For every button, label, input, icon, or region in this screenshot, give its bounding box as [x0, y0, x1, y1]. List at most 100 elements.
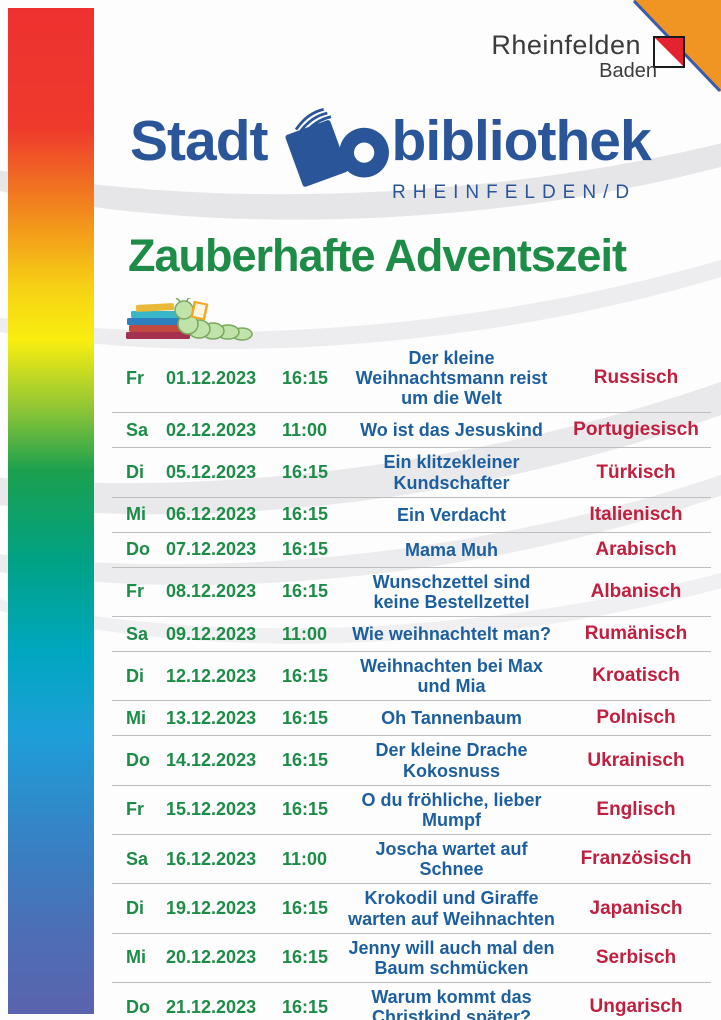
event-language: Rumänisch	[584, 623, 688, 645]
event-date: 14.12.2023	[166, 750, 257, 771]
event-time: 11:00	[282, 419, 328, 440]
event-time: 16:15	[282, 539, 329, 560]
event-time: 16:15	[282, 750, 329, 771]
logo-word-bibliothek: bibliothek	[391, 108, 652, 173]
event-row: Do 21.12.2023 16:15 Warum kommt das Chri…	[112, 983, 711, 1020]
event-date: 21.12.2023	[166, 996, 257, 1017]
city-name: Rheinfelden	[491, 30, 641, 60]
event-row: Mi 20.12.2023 16:15 Jenny will auch mal …	[112, 934, 711, 983]
book-icon	[284, 108, 389, 187]
region-name: Baden	[599, 60, 657, 82]
red-triangle-icon	[655, 38, 683, 66]
event-time: 16:15	[282, 367, 329, 388]
event-title: Wie weihnachtelt man?	[352, 624, 551, 645]
event-row: Di 12.12.2023 16:15 Weihnachten bei Max …	[112, 652, 711, 702]
event-day: Sa	[126, 848, 149, 869]
event-title: O du fröhliche, lieber Mumpf	[361, 789, 542, 830]
event-row: Fr 01.12.2023 16:15 Der kleine Weihnacht…	[112, 344, 711, 414]
event-language: Portugiesisch	[573, 419, 699, 441]
event-time: 16:15	[282, 462, 329, 483]
event-language: Serbisch	[595, 946, 677, 968]
event-day: Do	[126, 539, 150, 560]
event-language: Arabisch	[595, 538, 677, 560]
event-day: Sa	[126, 623, 149, 644]
event-day: Mi	[126, 947, 146, 968]
event-day: Mi	[126, 707, 146, 728]
event-date: 01.12.2023	[166, 367, 257, 388]
logo-word-stadt: Stadt	[130, 108, 268, 173]
event-language: Italienisch	[589, 503, 683, 525]
event-row: Di 05.12.2023 16:15 Ein klitzekleiner Ku…	[112, 448, 711, 498]
event-row: Fr 15.12.2023 16:15 O du fröhliche, lieb…	[112, 786, 711, 836]
event-day: Di	[126, 898, 144, 918]
rainbow-stripe	[8, 8, 94, 1014]
logo-square-icon	[653, 36, 685, 68]
event-date: 16.12.2023	[166, 848, 257, 869]
event-language: Französisch	[580, 848, 692, 870]
event-title: Wunschzettel sind keine Bestellzettel	[372, 571, 531, 612]
event-title: Joscha wartet auf Schnee	[375, 839, 528, 880]
event-row: Do 14.12.2023 16:15 Der kleine Drache Ko…	[112, 736, 711, 786]
event-title: Wo ist das Jesuskind	[360, 420, 543, 441]
event-time: 16:15	[282, 996, 329, 1017]
event-day: Do	[126, 996, 150, 1017]
event-row: Mi 06.12.2023 16:15 Ein Verdacht Italien…	[112, 498, 711, 533]
event-day: Di	[126, 462, 144, 483]
event-date: 20.12.2023	[166, 947, 257, 968]
event-row: Sa 09.12.2023 11:00 Wie weihnachtelt man…	[112, 617, 711, 653]
event-row: Di 19.12.2023 16:15 Krokodil und Giraffe…	[112, 884, 711, 934]
event-title: Der kleine Weihnachtsmann reist um die W…	[355, 348, 548, 409]
event-day: Sa	[126, 419, 149, 440]
poster-title: Zauberhafte Adventszeit	[128, 230, 627, 281]
event-title: Oh Tannenbaum	[381, 708, 522, 729]
event-title: Ein Verdacht	[396, 504, 507, 525]
event-language: Russisch	[593, 367, 679, 389]
event-language: Türkisch	[596, 461, 676, 483]
event-schedule: Fr 01.12.2023 16:15 Der kleine Weihnacht…	[112, 344, 711, 1020]
event-time: 11:00	[282, 848, 328, 869]
event-day: Do	[126, 750, 150, 771]
bookworm-illustration-icon	[126, 298, 253, 341]
city-logo: Rheinfelden Baden	[461, 0, 721, 100]
event-time: 16:15	[282, 898, 329, 918]
event-row: Sa 02.12.2023 11:00 Wo ist das Jesuskind…	[112, 413, 711, 449]
event-time: 16:15	[282, 799, 329, 820]
event-title: Der kleine Drache Kokosnuss	[375, 740, 528, 781]
event-language: Albanisch	[590, 580, 682, 602]
event-row: Mi 13.12.2023 16:15 Oh Tannenbaum Polnis…	[112, 701, 711, 737]
event-day: Mi	[126, 504, 146, 525]
event-day: Fr	[126, 581, 144, 602]
event-date: 07.12.2023	[166, 539, 257, 560]
event-time: 16:15	[282, 707, 329, 728]
event-language: Ukrainisch	[587, 749, 685, 771]
event-date: 05.12.2023	[166, 462, 257, 483]
event-date: 02.12.2023	[166, 419, 257, 440]
event-date: 19.12.2023	[166, 898, 257, 918]
event-title: Weihnachten bei Max und Mia	[360, 656, 543, 697]
event-title: Warum kommt das Christkind später?	[371, 986, 532, 1020]
event-row: Fr 08.12.2023 16:15 Wunschzettel sind ke…	[112, 568, 711, 618]
event-time: 11:00	[282, 623, 328, 644]
event-date: 06.12.2023	[166, 504, 257, 525]
event-language: Ungarisch	[589, 996, 683, 1018]
library-logo: Stadt bibliothek RHEI	[100, 0, 711, 204]
event-time: 16:15	[282, 665, 329, 686]
event-time: 16:15	[282, 581, 329, 602]
event-language: Japanisch	[589, 897, 683, 919]
event-date: 12.12.2023	[166, 665, 257, 686]
event-title: Mama Muh	[404, 539, 498, 560]
event-language: Kroatisch	[592, 665, 680, 687]
event-date: 09.12.2023	[166, 623, 257, 644]
event-title: Krokodil und Giraffe warten auf Weihnach…	[348, 888, 555, 929]
event-row: Sa 16.12.2023 11:00 Joscha wartet auf Sc…	[112, 835, 711, 885]
event-day: Fr	[126, 367, 144, 388]
event-day: Di	[126, 665, 144, 686]
event-language: Englisch	[596, 798, 676, 820]
event-date: 13.12.2023	[166, 707, 257, 728]
event-title: Jenny will auch mal den Baum schmücken	[348, 937, 555, 978]
event-row: Do 07.12.2023 16:15 Mama Muh Arabisch	[112, 533, 711, 568]
event-day: Fr	[126, 799, 144, 820]
event-language: Polnisch	[596, 707, 676, 729]
event-date: 15.12.2023	[166, 799, 257, 820]
